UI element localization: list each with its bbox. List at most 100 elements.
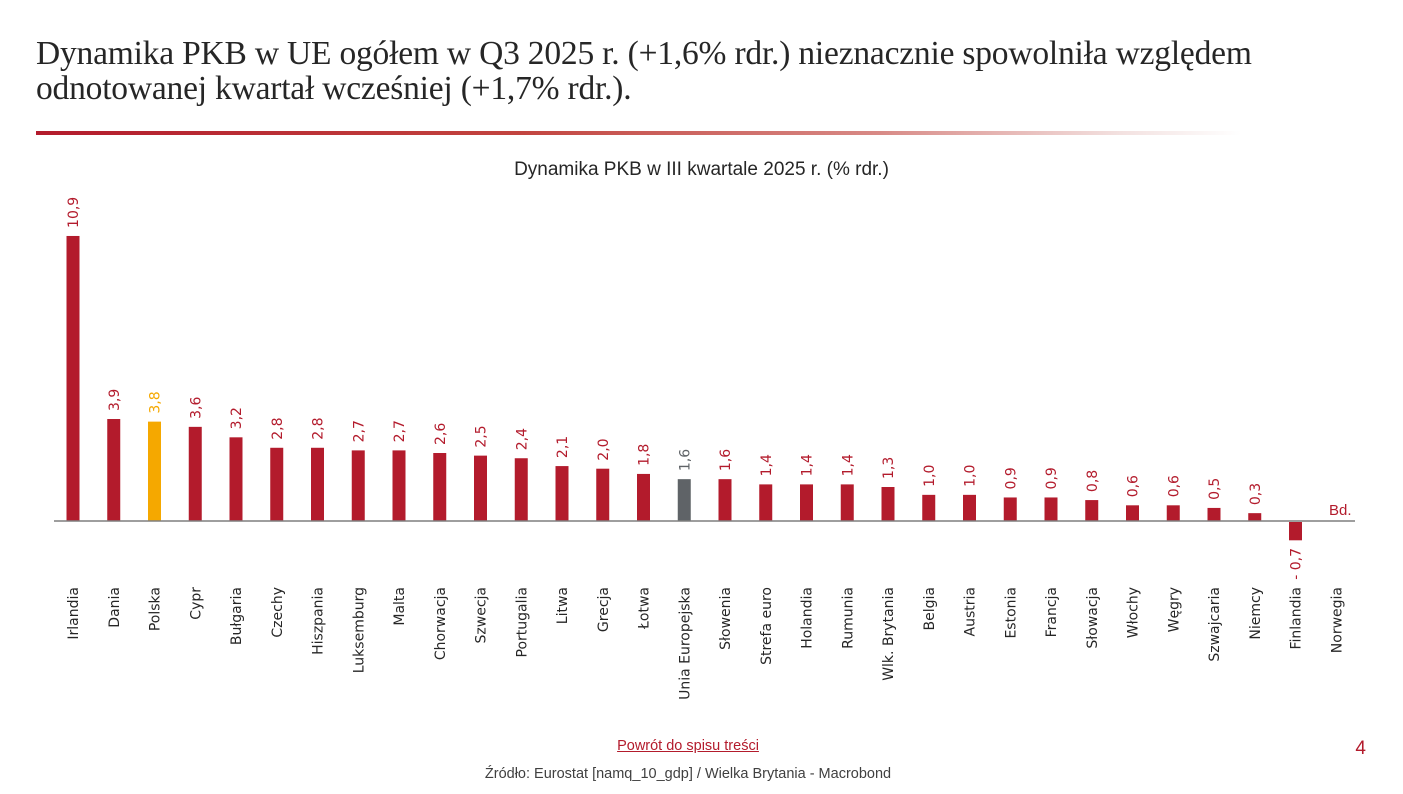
bar-słowenia	[718, 479, 732, 521]
value-label: 2,8	[311, 418, 327, 440]
category-label: Włochy	[1126, 587, 1142, 638]
page-number: 4	[1355, 738, 1366, 759]
value-label: 1,6	[718, 449, 734, 471]
category-label: Szwecja	[474, 587, 490, 643]
value-label: 3,6	[188, 397, 204, 419]
category-label: Malta	[392, 587, 408, 626]
value-label: 2,7	[351, 420, 367, 442]
bar-szwecja	[474, 455, 487, 521]
value-label: 0,8	[1085, 470, 1101, 492]
bar-austria	[963, 494, 976, 521]
bar-węgry	[1166, 505, 1180, 521]
value-label: 3,2	[229, 407, 245, 429]
bar-strefa-euro	[759, 484, 773, 521]
bar-wlk-brytania	[881, 487, 895, 521]
value-label: 2,6	[433, 423, 449, 445]
category-label: Rumunia	[840, 587, 856, 649]
bar-szwajcaria	[1207, 507, 1221, 521]
bar-holandia	[800, 484, 813, 521]
value-label: 0,9	[1044, 467, 1060, 489]
value-label: 2,8	[270, 418, 286, 440]
category-label: Belgia	[922, 587, 938, 630]
bar-litwa	[555, 466, 569, 521]
value-label: - 0,7	[1289, 548, 1305, 580]
category-label: Łotwa	[637, 587, 653, 630]
back-to-contents-link[interactable]: Powrót do spisu treści	[617, 738, 759, 754]
category-label: Austria	[963, 587, 979, 636]
bar-czechy	[270, 447, 284, 521]
value-label: 3,9	[107, 389, 123, 411]
value-label: 1,4	[840, 454, 856, 476]
value-label: 0,5	[1207, 478, 1223, 500]
value-label: 0,6	[1166, 475, 1182, 497]
category-label: Cypr	[188, 587, 204, 620]
value-label: 2,1	[555, 436, 571, 458]
category-label: Szwajcaria	[1207, 587, 1223, 662]
bar-niemcy	[1248, 513, 1262, 521]
chart-title: Dynamika PKB w III kwartale 2025 r. (% r…	[514, 159, 889, 180]
source-note: Źródło: Eurostat [namq_10_gdp] / Wielka …	[484, 766, 892, 782]
bar-unia-europejska	[677, 479, 691, 521]
bar-cypr	[188, 426, 202, 521]
bar-francja	[1044, 497, 1058, 521]
bar-chorwacja	[433, 453, 447, 521]
category-label: Strefa euro	[759, 587, 775, 665]
value-label: 1,4	[800, 454, 816, 476]
bar-hiszpania	[311, 447, 324, 521]
category-label: Luksemburg	[351, 587, 367, 673]
category-label: Dania	[107, 587, 123, 628]
bar-włochy	[1126, 505, 1139, 521]
category-label: Słowacja	[1085, 587, 1101, 649]
bar-bułgaria	[229, 437, 243, 521]
bar-grecja	[596, 468, 610, 521]
value-label: 3,8	[148, 391, 164, 413]
value-label: 1,3	[881, 457, 897, 479]
value-label: 1,0	[963, 465, 979, 487]
bar-słowacja	[1085, 500, 1099, 521]
category-label: Grecja	[596, 587, 612, 632]
value-label: 0,9	[1003, 467, 1019, 489]
category-label: Portugalia	[514, 587, 530, 657]
bar-malta	[392, 450, 406, 521]
value-label: 1,6	[677, 449, 693, 471]
category-label: Francja	[1044, 587, 1060, 637]
value-label: Bd.	[1329, 502, 1352, 519]
value-label: 2,5	[474, 425, 490, 447]
slide-title: Dynamika PKB w UE ogółem w Q3 2025 r. (+…	[36, 35, 1252, 107]
category-label: Finlandia	[1289, 587, 1305, 650]
value-label: 0,6	[1126, 475, 1142, 497]
value-label: 1,0	[922, 465, 938, 487]
bar-belgia	[922, 494, 936, 521]
bar-finlandia	[1289, 522, 1302, 541]
category-label: Chorwacja	[433, 587, 449, 660]
value-label: 1,8	[637, 444, 653, 466]
category-label: Wlk. Brytania	[881, 587, 897, 681]
category-label: Czechy	[270, 587, 286, 638]
category-label: Holandia	[800, 587, 816, 649]
category-label: Litwa	[555, 587, 571, 624]
value-label: 10,9	[66, 197, 82, 228]
value-label: 2,4	[514, 428, 530, 450]
category-label: Norwegia	[1329, 587, 1345, 653]
bar-estonia	[1003, 497, 1017, 521]
category-label: Niemcy	[1248, 587, 1264, 640]
category-label: Polska	[148, 587, 164, 631]
value-label: 1,4	[759, 454, 775, 476]
category-label: Unia Europejska	[677, 587, 693, 700]
value-label: 2,7	[392, 420, 408, 442]
value-label: 0,3	[1248, 483, 1264, 505]
bar-dania	[107, 419, 121, 521]
category-label: Słowenia	[718, 587, 734, 650]
bar-rumunia	[840, 484, 854, 521]
value-label: 2,0	[596, 438, 612, 460]
category-label: Bułgaria	[229, 587, 245, 645]
bar-portugalia	[514, 458, 528, 521]
category-label: Hiszpania	[311, 587, 327, 655]
bar-polska	[148, 421, 161, 521]
bar-łotwa	[637, 473, 650, 521]
category-label: Węgry	[1166, 587, 1182, 632]
bar-irlandia	[66, 235, 80, 521]
bar-luksemburg	[351, 450, 365, 521]
category-label: Irlandia	[66, 587, 82, 640]
